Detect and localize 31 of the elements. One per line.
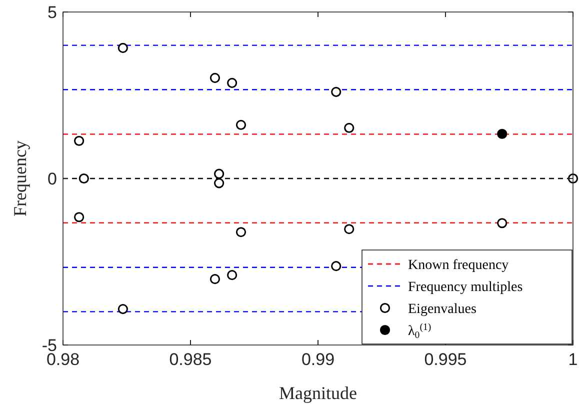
point: [227, 270, 238, 280]
point: [497, 128, 508, 139]
x-tick-label: 0.98: [46, 350, 80, 369]
point: [210, 274, 220, 284]
point: [214, 178, 224, 188]
point: [497, 218, 508, 228]
point: [236, 227, 246, 238]
point: [74, 136, 84, 146]
point: [227, 78, 238, 88]
point: [210, 72, 220, 83]
legend-label: Frequency multiples: [408, 280, 523, 295]
y-tick-label: 0: [48, 169, 57, 188]
point: [331, 261, 342, 272]
y-axis-title: Frequency: [10, 140, 30, 216]
x-axis-title: Magnitude: [279, 383, 357, 403]
point: [118, 304, 128, 314]
point: [344, 224, 354, 234]
x-tick-label: 0.985: [169, 350, 212, 369]
y-tick-label: 5: [48, 2, 57, 22]
point: [214, 168, 224, 179]
legend-label: Known frequency: [408, 258, 509, 273]
point: [78, 173, 89, 184]
point: [74, 212, 84, 222]
point: [118, 42, 128, 54]
x-tick-label: 0.99: [301, 350, 335, 369]
point: [236, 120, 246, 130]
point: [331, 86, 342, 97]
x-tick-label: 0.995: [424, 350, 467, 369]
x-tick-label: 1: [568, 350, 578, 369]
legend-label: Eigenvalues: [408, 302, 476, 317]
point: [344, 122, 354, 133]
